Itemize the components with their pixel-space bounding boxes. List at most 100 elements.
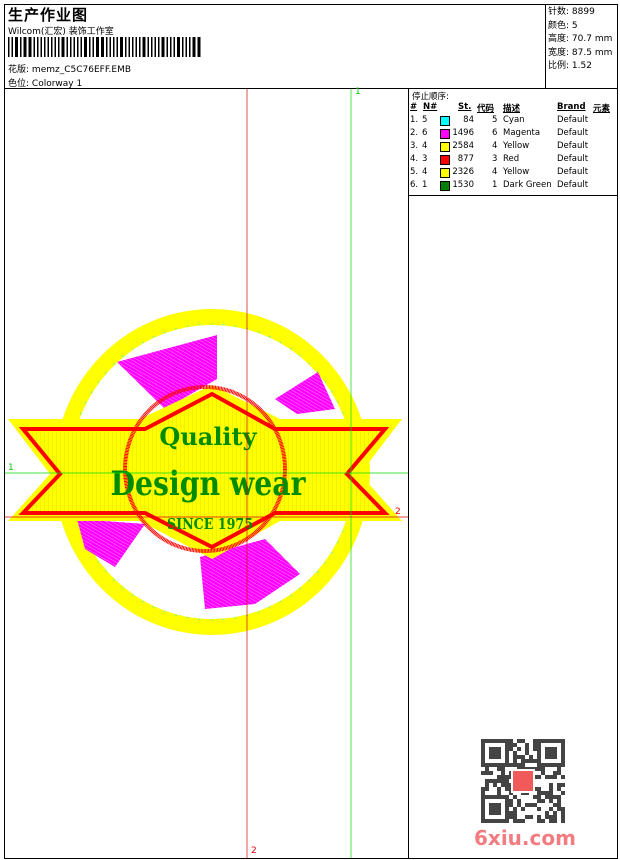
barcode-bar [185,37,187,57]
barcode-bar [125,37,127,57]
barcode-bar [109,37,111,57]
guide-label-red-bottom: 2 [251,846,257,856]
row-needle: 4 [422,167,428,177]
colorway-label: 色位: [8,79,30,89]
barcode-bar [20,37,22,57]
table-row: 3. 4 2584 4 Yellow Default [410,141,618,154]
design-text-main: Design wear [111,464,307,504]
row-description: Magenta [503,128,541,138]
row-needle: 6 [422,128,428,138]
table-row: 5. 4 2326 4 Yellow Default [410,167,618,180]
row-needle: 4 [422,141,428,151]
barcode-bar [37,37,39,57]
row-code: 5 [492,115,498,125]
design-text-quality: Quality [159,422,257,451]
barcode-bar [158,37,160,57]
barcode-bar [142,37,146,57]
stitch-count: 针数: 8899 [548,7,595,17]
color-swatch [440,181,450,191]
stop-sequence-title: 停止顺序: [412,92,449,102]
barcode-bar [80,37,82,57]
guide-label-red-right: 2 [395,507,401,517]
design-file-value: memz_C5C76EFF.EMB [31,65,132,75]
design-text-since: SINCE 1975 [167,515,253,533]
table-row: 4. 3 877 3 Red Default [410,154,618,167]
row-needle: 5 [422,115,428,125]
row-code: 4 [492,141,498,151]
height: 高度: 70.7 mm [548,34,613,44]
color-swatch [440,129,450,139]
row-needle: 3 [422,154,428,164]
barcode-bar [173,37,175,57]
barcode-bar [73,37,75,57]
row-number: 4. [410,154,419,164]
table-row: 6. 1 1530 1 Dark Green Default [410,180,618,193]
barcode-bar [77,37,79,57]
color-swatch [440,168,450,178]
qr-code [481,739,565,823]
table-row: 1. 5 84 5 Cyan Default [410,115,618,128]
design-file-row: 花版: memz_C5C76EFF.EMB [8,62,131,75]
barcode-bar [54,37,56,57]
row-description: Red [503,154,520,164]
design-info: 针数: 8899 颜色: 5 高度: 70.7 mm 宽度: 87.5 mm 比… [548,6,612,74]
barcode-bar [151,37,153,57]
row-brand: Default [557,115,589,125]
row-stitches: 2584 [452,141,474,151]
table-header: # N# St. 代码 描述 Brand 元素 [410,102,611,114]
colorway-value: Colorway 1 [31,79,83,89]
scale: 比例: 1.52 [548,61,592,71]
barcode-bar [135,37,137,57]
barcode-bar [11,37,13,57]
embroidery-design: Quality Design wear SINCE 1975 [5,89,408,858]
barcode-bar [177,37,180,57]
design-file-label: 花版: [8,65,30,75]
row-number: 5. [410,167,419,177]
row-description: Yellow [503,167,530,177]
sheet-frame [4,4,618,859]
barcode-bar [47,37,49,57]
magenta-segments [77,335,335,609]
barcode-bar [147,37,149,57]
company-name: Wilcom(汇宏) 装饰工作室 [8,27,114,37]
barcode-bar [113,37,115,57]
header-divider [4,88,618,89]
banner [18,391,390,550]
table-row: 2. 6 1496 6 Magenta Default [410,128,618,141]
page-title: 生产作业图 [8,6,89,24]
row-number: 1. [410,115,419,125]
barcode-bar [61,37,65,57]
row-brand: Default [557,180,589,190]
row-description: Cyan [503,115,525,125]
row-description: Yellow [503,141,530,151]
row-code: 4 [492,167,498,177]
row-brand: Default [557,128,589,138]
guide-label-green-left: 1 [8,463,14,473]
color-swatch [440,142,450,152]
inner-circle [123,385,287,553]
row-number: 3. [410,141,419,151]
barcode [8,37,201,57]
watermark: 6xiu.com [474,826,576,850]
row-brand: Default [557,154,589,164]
row-number: 6. [410,180,419,190]
barcode-bar [66,37,68,57]
barcode-bar [128,37,130,57]
color-swatch [440,155,450,165]
barcode-bar [106,37,108,57]
barcode-bar [166,37,168,57]
row-needle: 1 [422,180,428,190]
info-divider [545,4,546,88]
panel-divider [408,88,409,859]
barcode-bar [8,37,10,57]
barcode-bar [139,37,141,57]
barcode-bar [40,37,42,57]
barcode-bar [33,37,35,57]
barcode-bar [116,37,118,57]
barcode-bar [44,37,46,57]
barcode-bar [101,37,104,57]
barcode-bar [182,37,184,57]
barcode-bar [154,37,156,57]
barcode-bar [197,37,201,57]
row-number: 2. [410,128,419,138]
